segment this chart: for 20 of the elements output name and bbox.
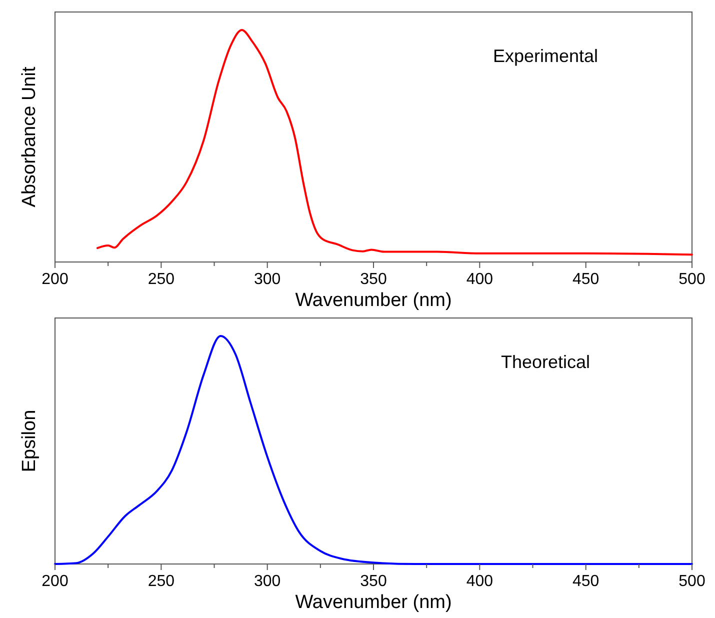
x-tick-label: 400 <box>466 573 494 590</box>
annotation: Theoretical <box>500 352 590 372</box>
x-tick-label: 300 <box>254 573 281 590</box>
y-axis-title: Absorbance Unit <box>19 66 40 208</box>
x-tick-label: 300 <box>254 271 281 288</box>
x-tick-label: 400 <box>466 271 494 288</box>
annotation: Experimental <box>492 46 598 66</box>
x-tick-label: 500 <box>678 271 706 288</box>
x-tick-label: 200 <box>42 573 68 590</box>
x-tick-label: 250 <box>148 573 175 590</box>
x-axis-title: Wavenumber (nm) <box>295 592 452 613</box>
x-axis-title: Wavenumber (nm) <box>295 290 452 311</box>
x-tick-label: 450 <box>572 573 600 590</box>
x-tick-label: 350 <box>360 271 387 288</box>
x-tick-label: 200 <box>42 271 68 288</box>
x-tick-label: 350 <box>360 573 387 590</box>
x-tick-label: 450 <box>572 271 600 288</box>
x-tick-label: 250 <box>148 271 175 288</box>
y-axis-title: Epsilon <box>19 410 40 472</box>
x-tick-label: 500 <box>678 573 706 590</box>
